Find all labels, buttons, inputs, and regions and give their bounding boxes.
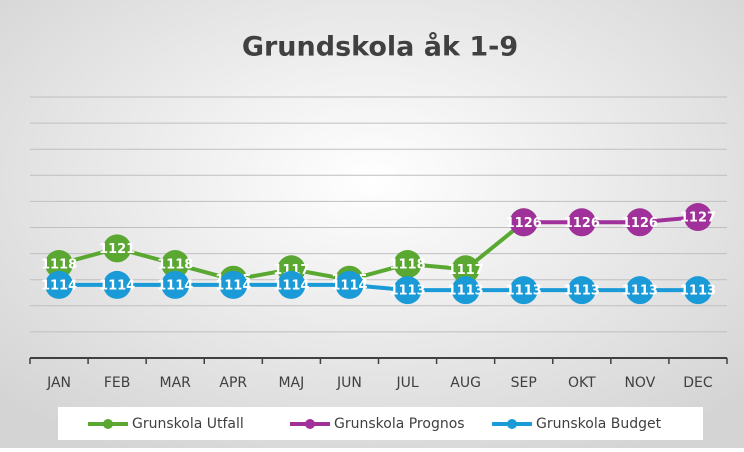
data-label: 1113 bbox=[564, 284, 600, 299]
data-label: 1113 bbox=[680, 284, 716, 299]
x-tick-label: MAJ bbox=[278, 375, 304, 391]
marker bbox=[161, 270, 190, 299]
x-tick-label: AUG bbox=[450, 375, 481, 391]
x-tick-label: NOV bbox=[624, 375, 655, 391]
marker bbox=[509, 208, 538, 237]
x-tick-label: DEC bbox=[683, 375, 713, 391]
legend-label: Grunskola Utfall bbox=[132, 416, 244, 432]
legend-marker bbox=[305, 419, 315, 429]
marker bbox=[625, 208, 654, 237]
data-label: 1127 bbox=[680, 211, 716, 226]
legend-marker bbox=[103, 419, 113, 429]
data-label: 1114 bbox=[157, 278, 193, 293]
data-label: 1126 bbox=[622, 216, 658, 231]
x-tick-label: MAR bbox=[160, 375, 192, 391]
chart-title: Grundskola åk 1-9 bbox=[242, 31, 518, 63]
data-label: 1113 bbox=[622, 284, 658, 299]
x-tick-label: JAN bbox=[46, 375, 71, 391]
marker bbox=[393, 250, 422, 279]
x-tick-label: JUN bbox=[336, 375, 362, 391]
data-label: 1126 bbox=[564, 216, 600, 231]
data-label: 1126 bbox=[506, 216, 542, 231]
x-tick-label: APR bbox=[219, 375, 247, 391]
data-label: 1114 bbox=[99, 278, 135, 293]
x-tick-label: FEB bbox=[104, 375, 131, 391]
marker bbox=[161, 250, 190, 279]
data-label: 1113 bbox=[448, 284, 484, 299]
marker bbox=[393, 276, 422, 305]
data-label: 1118 bbox=[389, 258, 425, 273]
x-tick-label: JUL bbox=[395, 375, 418, 391]
data-label: 1121 bbox=[99, 242, 135, 257]
data-label: 1117 bbox=[273, 263, 309, 278]
legend-label: Grunskola Budget bbox=[536, 416, 662, 432]
marker bbox=[567, 208, 596, 237]
marker bbox=[103, 270, 132, 299]
data-label: 1113 bbox=[389, 284, 425, 299]
marker bbox=[683, 276, 712, 305]
marker bbox=[45, 270, 74, 299]
marker bbox=[103, 234, 132, 263]
marker bbox=[625, 276, 654, 305]
legend-marker bbox=[507, 419, 517, 429]
marker bbox=[451, 255, 480, 284]
data-label: 1114 bbox=[273, 278, 309, 293]
data-label: 1118 bbox=[41, 258, 77, 273]
data-label: 1114 bbox=[41, 278, 77, 293]
marker bbox=[451, 276, 480, 305]
marker bbox=[683, 203, 712, 232]
marker bbox=[45, 250, 74, 279]
legend-label: Grunskola Prognos bbox=[334, 416, 465, 432]
data-label: 1114 bbox=[331, 278, 367, 293]
data-label: 1113 bbox=[506, 284, 542, 299]
marker bbox=[335, 270, 364, 299]
data-label: 1118 bbox=[157, 258, 193, 273]
x-tick-label: SEP bbox=[511, 375, 537, 391]
x-tick-label: OKT bbox=[568, 375, 596, 391]
marker bbox=[509, 276, 538, 305]
series-line bbox=[523, 215, 699, 225]
data-label: 1117 bbox=[448, 263, 484, 278]
legend-box bbox=[58, 407, 703, 440]
marker bbox=[567, 276, 596, 305]
marker bbox=[277, 270, 306, 299]
data-label: 1114 bbox=[215, 278, 251, 293]
marker bbox=[219, 270, 248, 299]
